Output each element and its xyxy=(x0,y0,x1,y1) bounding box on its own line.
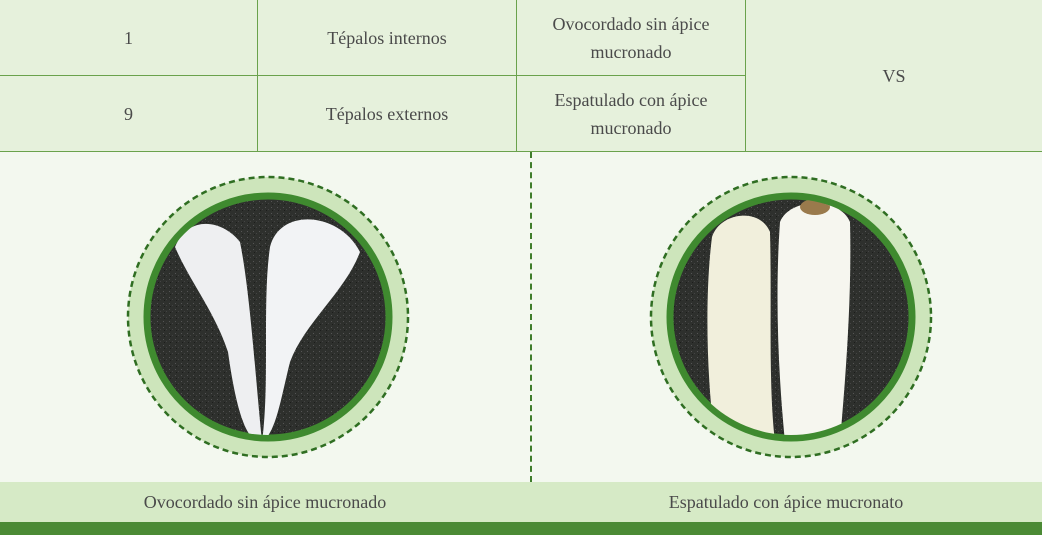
footer-bar xyxy=(0,522,1042,535)
photo-left xyxy=(126,175,410,459)
caption: Espatulado con ápice mucronato xyxy=(530,482,1042,522)
cell: 1 xyxy=(0,0,258,76)
caption: Ovocordado sin ápice mucronado xyxy=(0,482,530,522)
cell: 9 xyxy=(0,76,258,152)
photo-right xyxy=(649,175,933,459)
cell: Espatulado con ápice mucronado xyxy=(517,76,746,152)
divider xyxy=(530,152,532,482)
figures xyxy=(126,175,933,459)
cell: Tépalos externos xyxy=(258,76,517,152)
cell: Ovocordado sin ápice mucronado xyxy=(517,0,746,76)
cell: Tépalos internos xyxy=(258,0,517,76)
merged-cell: VS xyxy=(746,0,1042,152)
